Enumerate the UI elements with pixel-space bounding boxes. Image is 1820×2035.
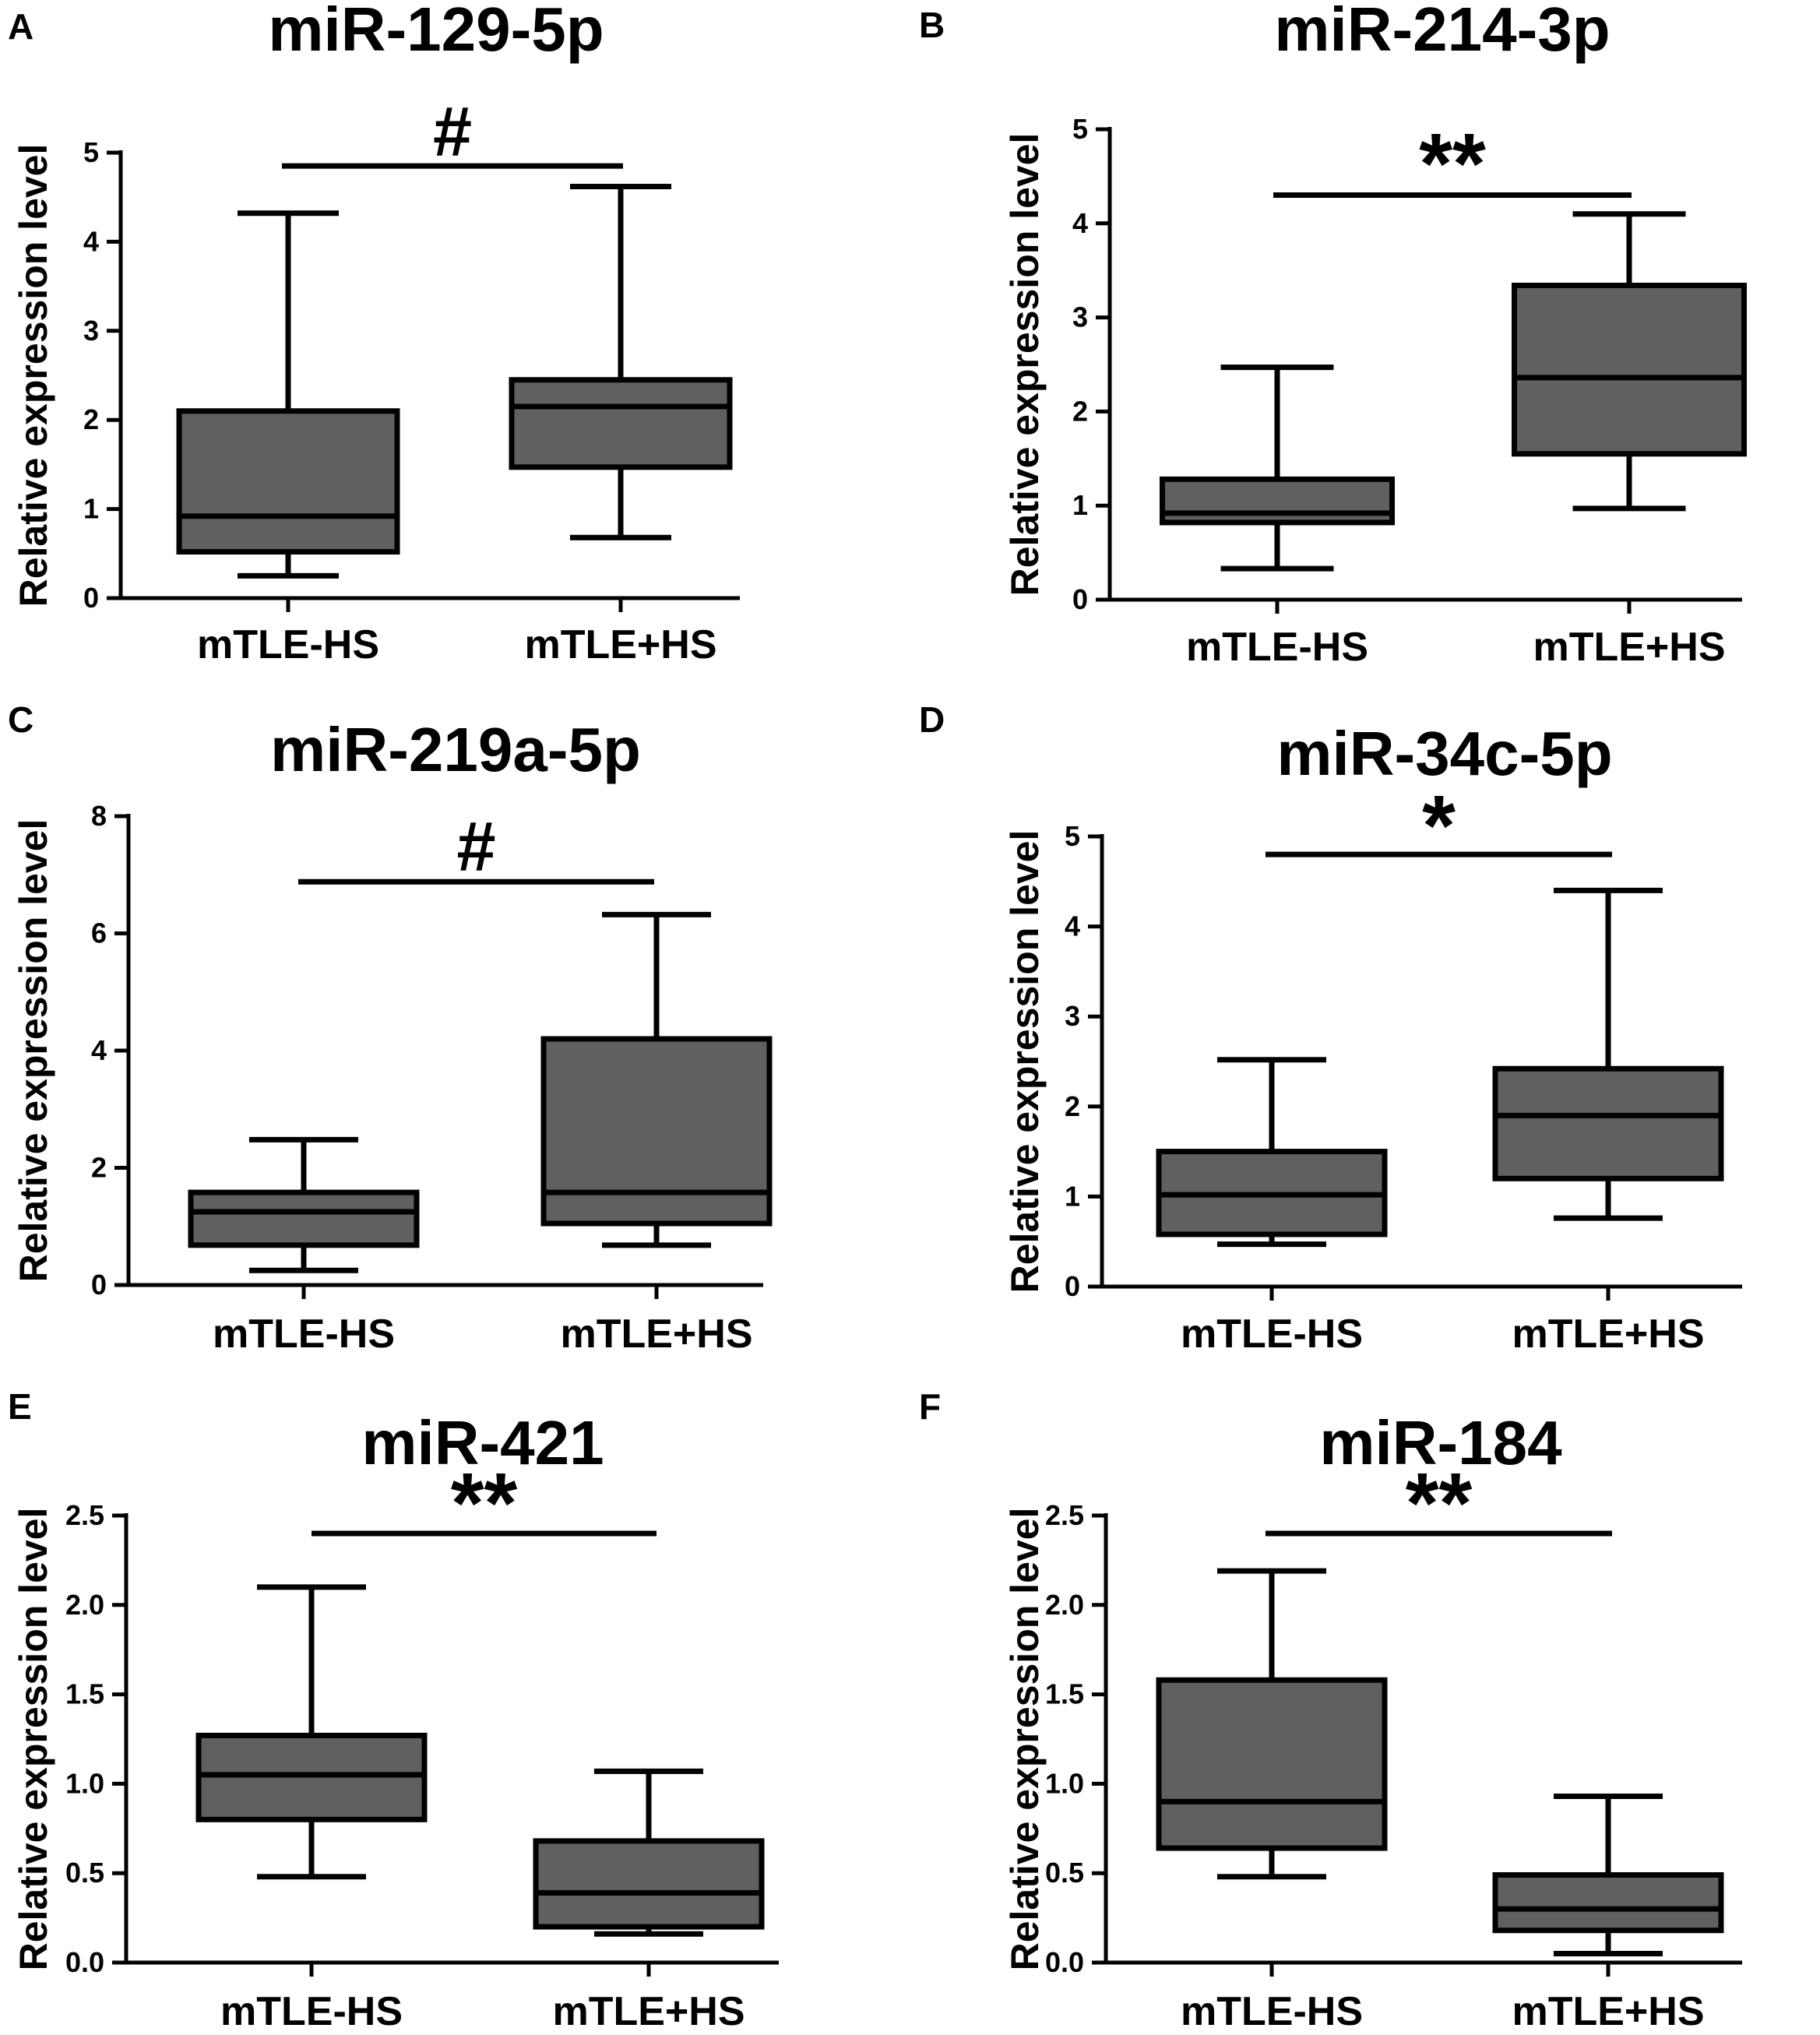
y-tick-label: 1.5	[1045, 1678, 1084, 1710]
y-axis-label: Relative expression level	[12, 1508, 55, 1971]
panel-letter: E	[8, 1386, 32, 1427]
y-tick-label: 2	[91, 1152, 107, 1184]
x-category-label: mTLE+HS	[560, 1311, 752, 1357]
y-tick-label: 0	[91, 1269, 107, 1301]
y-tick-label: 0	[83, 582, 99, 614]
chart-title: miR-184	[1319, 1408, 1562, 1477]
y-tick-label: 6	[91, 917, 107, 949]
x-category-label: mTLE+HS	[524, 622, 716, 667]
y-tick-label: 1.0	[65, 1767, 104, 1799]
box-iqr	[509, 377, 733, 470]
chart-title: miR-219a-5p	[270, 715, 641, 784]
y-tick-label: 4	[91, 1034, 107, 1066]
y-tick-label: 0.0	[1045, 1946, 1084, 1978]
y-tick-label: 0.5	[65, 1857, 104, 1889]
y-tick-label: 3	[83, 315, 99, 347]
y-tick-label: 1	[83, 493, 99, 525]
box-iqr	[1156, 1677, 1388, 1851]
y-tick-label: 1.5	[65, 1678, 104, 1710]
box-iqr	[176, 408, 400, 555]
box-iqr	[1492, 1065, 1724, 1181]
panel-letter: D	[919, 699, 945, 740]
box-iqr	[1512, 283, 1747, 457]
y-axis-label: Relative expression level	[1003, 1508, 1047, 1971]
significance-marker: #	[433, 93, 472, 171]
y-tick-label: 0.5	[1045, 1857, 1084, 1889]
panel-letter: C	[8, 699, 33, 740]
y-tick-label: 3	[1072, 301, 1088, 333]
x-category-label: mTLE+HS	[552, 1989, 745, 2034]
y-tick-label: 2.5	[65, 1499, 104, 1531]
y-tick-label: 1	[1065, 1180, 1080, 1212]
box-iqr	[1160, 476, 1395, 526]
y-tick-label: 5	[1065, 820, 1080, 852]
x-category-label: mTLE+HS	[1512, 1311, 1704, 1357]
significance-marker: **	[451, 1456, 518, 1551]
y-axis-label: Relative expression level	[1003, 133, 1047, 597]
y-tick-label: 2	[83, 403, 99, 435]
x-category-label: mTLE-HS	[1186, 625, 1368, 670]
y-tick-label: 8	[91, 800, 107, 832]
significance-marker: **	[1406, 1456, 1473, 1551]
chart-title: miR-421	[361, 1408, 604, 1477]
box-iqr	[1492, 1871, 1724, 1934]
y-tick-label: 2	[1065, 1090, 1080, 1122]
significance-marker: *	[1422, 778, 1456, 874]
y-tick-label: 1	[1072, 489, 1088, 521]
y-tick-label: 5	[83, 136, 99, 168]
y-axis-label: Relative expression level	[1003, 830, 1047, 1294]
x-category-label: mTLE-HS	[197, 622, 379, 667]
y-tick-label: 2.5	[1045, 1499, 1084, 1531]
y-tick-label: 0	[1072, 583, 1088, 615]
y-tick-label: 3	[1065, 1000, 1080, 1032]
panel-letter: F	[919, 1386, 941, 1427]
panel-letter: A	[8, 6, 33, 47]
x-category-label: mTLE+HS	[1512, 1989, 1704, 2034]
y-tick-label: 4	[1072, 207, 1088, 239]
y-axis-label: Relative expression level	[12, 144, 55, 607]
box-iqr	[540, 1036, 773, 1227]
y-tick-label: 5	[1072, 113, 1088, 145]
y-tick-label: 2.0	[65, 1589, 104, 1621]
y-tick-label: 4	[1065, 910, 1080, 942]
significance-marker: #	[456, 808, 495, 886]
y-tick-label: 1.0	[1045, 1767, 1084, 1799]
chart-title: miR-214-3p	[1274, 0, 1610, 64]
panel-letter: B	[919, 5, 945, 45]
x-category-label: mTLE-HS	[220, 1989, 403, 2034]
y-tick-label: 4	[83, 225, 99, 257]
y-tick-label: 2	[1072, 395, 1088, 427]
x-category-label: mTLE-HS	[1181, 1989, 1363, 2034]
x-category-label: mTLE-HS	[213, 1311, 395, 1357]
chart-title: miR-34c-5p	[1276, 719, 1612, 788]
box-iqr	[533, 1838, 765, 1930]
y-axis-label: Relative expression level	[12, 819, 55, 1283]
y-tick-label: 0	[1065, 1270, 1080, 1302]
x-category-label: mTLE+HS	[1533, 625, 1725, 670]
y-tick-label: 2.0	[1045, 1589, 1084, 1621]
x-category-label: mTLE-HS	[1181, 1311, 1363, 1357]
significance-marker: **	[1419, 116, 1486, 212]
y-tick-label: 0.0	[65, 1946, 104, 1978]
chart-title: miR-129-5p	[268, 0, 604, 64]
box-iqr	[188, 1189, 420, 1248]
